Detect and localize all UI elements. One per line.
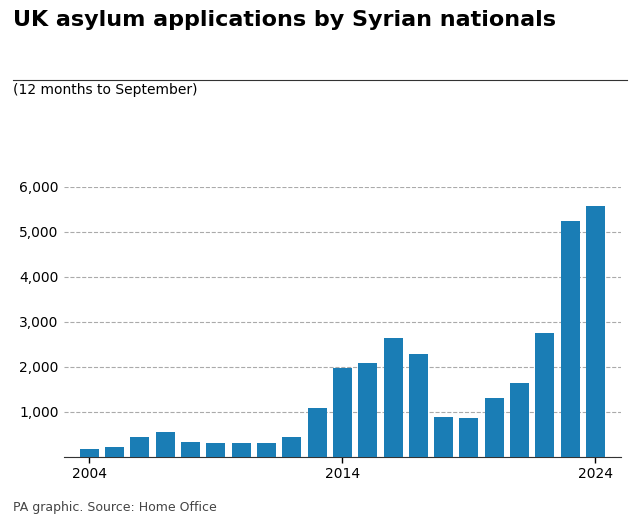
Bar (80, 449, 99, 457)
Bar (561, 222, 580, 457)
Text: PA graphic. Source: Home Office: PA graphic. Source: Home Office (13, 501, 216, 514)
Bar (156, 431, 175, 457)
Bar (308, 408, 326, 457)
Bar (257, 443, 276, 457)
Bar (105, 447, 124, 457)
Bar (434, 417, 453, 457)
Bar (383, 338, 403, 457)
Bar (484, 398, 504, 457)
Bar (206, 443, 225, 457)
Bar (232, 443, 251, 457)
Bar (460, 418, 479, 457)
Bar (282, 438, 301, 457)
Bar (131, 438, 149, 457)
Bar (333, 368, 352, 457)
Bar (358, 363, 377, 457)
Bar (536, 334, 554, 457)
Text: (12 months to September): (12 months to September) (13, 83, 197, 97)
Bar (586, 206, 605, 457)
Bar (409, 354, 428, 457)
Bar (510, 383, 529, 457)
Text: UK asylum applications by Syrian nationals: UK asylum applications by Syrian nationa… (13, 10, 556, 31)
Bar (181, 442, 200, 457)
